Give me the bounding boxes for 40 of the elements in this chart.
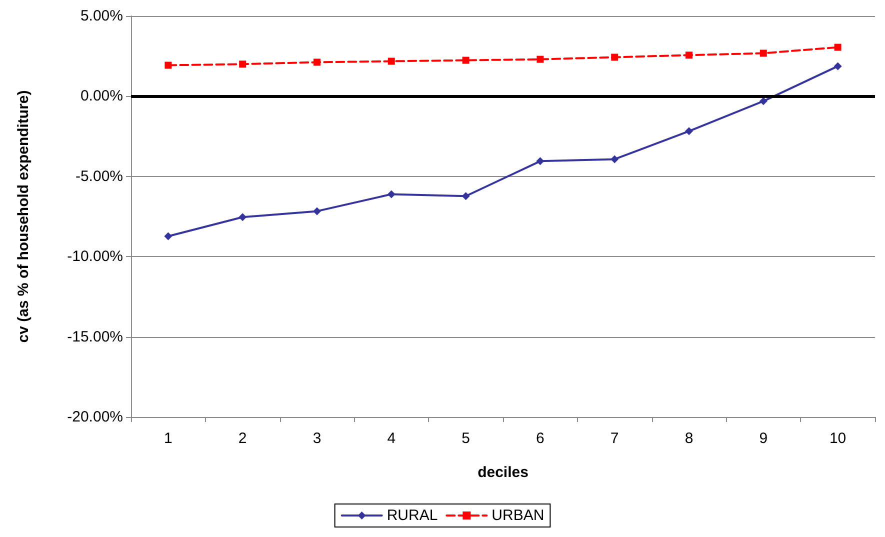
point [164, 62, 172, 69]
x-tick-label: 3 [312, 430, 322, 447]
x-tick-label: 1 [164, 430, 172, 447]
point [462, 192, 470, 200]
point [164, 232, 172, 240]
x-tick-label: 7 [610, 430, 619, 447]
y-tick-label: -10.00% [67, 248, 123, 266]
point [238, 213, 247, 222]
y-tick-label: -5.00% [75, 168, 123, 185]
point [610, 155, 619, 164]
y-tick-label: -15.00% [67, 328, 123, 346]
point [536, 56, 544, 63]
point [834, 44, 842, 51]
point [686, 52, 692, 59]
x-tick-label: 10 [829, 430, 846, 447]
point [313, 207, 321, 216]
point [759, 97, 768, 106]
x-axis-title: deciles [478, 464, 528, 481]
y-tick-label: 0.00% [80, 88, 123, 105]
point [760, 50, 767, 57]
point [314, 58, 320, 66]
legend-label: RURAL [386, 507, 438, 524]
x-tick-label: 8 [684, 430, 694, 447]
point [536, 157, 544, 166]
legend-label: URBAN [492, 507, 544, 524]
x-tick-label: 5 [462, 430, 470, 447]
point [834, 62, 842, 70]
y-tick-label: -20.00% [67, 408, 123, 426]
point [387, 190, 396, 198]
x-tick-label: 4 [387, 430, 396, 447]
x-tick-label: 9 [759, 430, 768, 447]
point [611, 54, 618, 61]
x-tick-label: 6 [536, 430, 544, 447]
point [239, 60, 246, 68]
y-axis-title: cv (as % of household expenditure) [15, 90, 32, 343]
point [685, 127, 693, 136]
x-tick-label: 2 [238, 430, 247, 447]
point [462, 56, 470, 64]
point [388, 58, 395, 65]
y-tick-label: 5.00% [80, 8, 123, 24]
